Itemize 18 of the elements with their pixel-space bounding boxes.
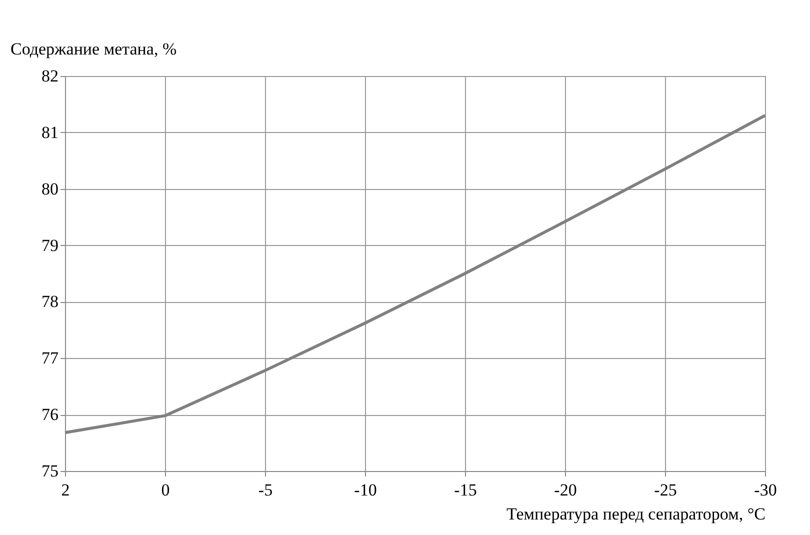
y-tick-label: 76 — [42, 405, 58, 424]
y-axis-title: Содержание метана, % — [10, 40, 177, 58]
y-tick-label: 79 — [42, 236, 58, 255]
y-tick-label: 77 — [42, 348, 59, 368]
y-tick-label: 82 — [42, 66, 58, 86]
x-tick-label: -20 — [554, 480, 577, 500]
x-tick-label: -10 — [354, 480, 377, 500]
x-tick-label: -15 — [454, 480, 477, 500]
y-tick-label: 80 — [42, 179, 58, 198]
x-tick-label: -25 — [654, 480, 677, 500]
y-tick-label: 81 — [42, 122, 58, 142]
x-tick-label: -5 — [258, 480, 273, 500]
x-axis-title: Температура перед сепаратором, °C — [506, 504, 766, 524]
x-tick-label: 2 — [61, 480, 70, 500]
y-tick-label: 78 — [42, 292, 58, 312]
y-tick-label: 75 — [42, 462, 58, 480]
x-tick-label: 0 — [161, 480, 170, 500]
x-tick-label: -30 — [754, 480, 777, 500]
